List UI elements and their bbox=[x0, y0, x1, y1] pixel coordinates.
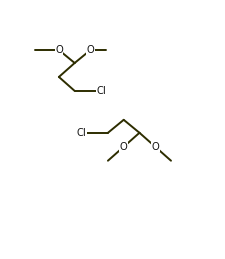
Text: Cl: Cl bbox=[76, 128, 86, 138]
Text: O: O bbox=[151, 142, 158, 152]
Text: Cl: Cl bbox=[96, 86, 106, 96]
Text: O: O bbox=[86, 45, 94, 55]
Text: O: O bbox=[55, 45, 63, 55]
Text: O: O bbox=[119, 142, 127, 152]
